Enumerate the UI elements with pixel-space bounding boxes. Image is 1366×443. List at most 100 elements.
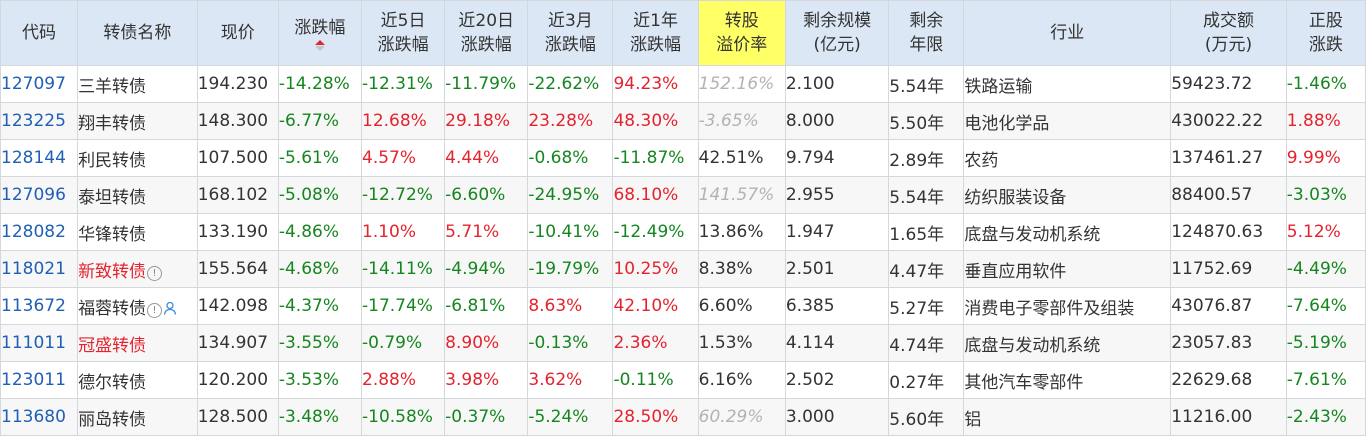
premium-cell: -3.65%	[697, 102, 786, 140]
industry-cell: 农药	[963, 139, 1172, 177]
chg5d-cell: -12.72%	[360, 176, 446, 214]
price-cell: 134.907	[196, 324, 279, 362]
bond-name-cell[interactable]: 丽岛转债	[77, 398, 198, 436]
bond-name-cell[interactable]: 利民转债	[77, 139, 198, 177]
chg20d-cell: 8.90%	[444, 324, 529, 362]
industry-cell: 底盘与发动机系统	[963, 213, 1172, 251]
chg20d-cell: 5.71%	[444, 213, 529, 251]
header-chg3m[interactable]: 近3月 涨跌幅	[527, 0, 614, 66]
remaining-years-cell: 4.47年	[888, 250, 965, 288]
stock-change-cell: 9.99%	[1285, 139, 1366, 177]
header-price[interactable]: 现价	[196, 0, 279, 66]
premium-cell: 1.53%	[697, 324, 786, 362]
chg5d-cell: -17.74%	[360, 287, 446, 325]
person-icon[interactable]	[163, 301, 177, 315]
bond-code-link[interactable]: 113672	[0, 287, 79, 325]
sort-arrows-icon[interactable]	[279, 40, 360, 51]
remaining-years-cell: 5.50年	[888, 102, 965, 140]
bond-name[interactable]: 丽岛转债	[78, 409, 147, 430]
chg20d-cell: 29.18%	[444, 102, 529, 140]
header-chg1y[interactable]: 近1年 涨跌幅	[612, 0, 699, 66]
bond-name[interactable]: 华锋转债	[78, 224, 147, 245]
bond-code-link[interactable]: 123011	[0, 361, 79, 399]
header-code[interactable]: 代码	[0, 0, 79, 66]
bond-name-cell[interactable]: 德尔转债	[77, 361, 198, 399]
table-row[interactable]: 123225 翔丰转债 148.300 -6.77% 12.68% 29.18% 23.28…	[0, 102, 1366, 140]
bond-code-link[interactable]: 118021	[0, 250, 79, 288]
table-row[interactable]: 128144 利民转债 107.500 -5.61% 4.57% 4.44% -0.68% -…	[0, 139, 1366, 177]
premium-cell: 8.38%	[697, 250, 786, 288]
premium-cell: 141.57%	[697, 176, 786, 214]
bond-name[interactable]: 新致转债	[78, 261, 147, 282]
header-industry[interactable]: 行业	[963, 0, 1172, 66]
change-cell: -5.61%	[277, 139, 363, 177]
info-icon[interactable]: !	[147, 302, 163, 318]
change-cell: -4.86%	[277, 213, 363, 251]
chg3m-cell: 23.28%	[527, 102, 614, 140]
bond-name-cell[interactable]: 冠盛转债	[77, 324, 198, 362]
chg1y-cell: -12.49%	[612, 213, 699, 251]
bond-name-cell[interactable]: 华锋转债	[77, 213, 198, 251]
chg3m-cell: -22.62%	[527, 65, 614, 103]
header-name[interactable]: 转债名称	[77, 0, 198, 66]
stock-change-cell: -4.49%	[1285, 250, 1366, 288]
volume-cell: 430022.22	[1170, 102, 1287, 140]
header-volume[interactable]: 成交额 (万元)	[1170, 0, 1287, 66]
chg3m-cell: -5.24%	[527, 398, 614, 436]
header-remaining-scale[interactable]: 剩余规模 (亿元)	[784, 0, 890, 66]
change-cell: -6.77%	[277, 102, 363, 140]
change-cell: -3.53%	[277, 361, 363, 399]
bond-code-link[interactable]: 127097	[0, 65, 79, 103]
header-chg5d[interactable]: 近5日 涨跌幅	[360, 0, 446, 66]
bond-name[interactable]: 冠盛转债	[78, 335, 147, 356]
table-row[interactable]: 127097 三羊转债 194.230 -14.28% -12.31% -11.79% -2…	[0, 65, 1366, 103]
info-icon[interactable]: !	[147, 265, 163, 281]
volume-cell: 11752.69	[1170, 250, 1287, 288]
header-chg20d[interactable]: 近20日 涨跌幅	[444, 0, 529, 66]
bond-name[interactable]: 三羊转债	[78, 76, 147, 97]
chg20d-cell: -4.94%	[444, 250, 529, 288]
bond-name[interactable]: 福蓉转债	[78, 298, 147, 319]
table-row[interactable]: 113672 福蓉转债! 142.098 -4.37% -17.74% -6.81% 8.6…	[0, 287, 1366, 325]
header-stock-change[interactable]: 正股 涨跌	[1285, 0, 1366, 66]
table-row[interactable]: 111011 冠盛转债 134.907 -3.55% -0.79% 8.90% -0.13%…	[0, 324, 1366, 362]
table-row[interactable]: 123011 德尔转债 120.200 -3.53% 2.88% 3.98% 3.62% -0…	[0, 361, 1366, 399]
chg20d-cell: 4.44%	[444, 139, 529, 177]
chg5d-cell: -10.58%	[360, 398, 446, 436]
table-row[interactable]: 118021 新致转债! 155.564 -4.68% -14.11% -4.94% -19…	[0, 250, 1366, 288]
bond-name-cell[interactable]: 福蓉转债!	[77, 287, 198, 325]
bond-code-link[interactable]: 123225	[0, 102, 79, 140]
table-row[interactable]: 128082 华锋转债 133.190 -4.86% 1.10% 5.71% -10.41%…	[0, 213, 1366, 251]
stock-change-cell: -7.61%	[1285, 361, 1366, 399]
bond-code-link[interactable]: 127096	[0, 176, 79, 214]
chg3m-cell: 3.62%	[527, 361, 614, 399]
industry-cell: 铝	[963, 398, 1172, 436]
industry-cell: 底盘与发动机系统	[963, 324, 1172, 362]
bond-name-cell[interactable]: 三羊转债	[77, 65, 198, 103]
bond-code-link[interactable]: 111011	[0, 324, 79, 362]
chg5d-cell: 2.88%	[360, 361, 446, 399]
premium-cell: 42.51%	[697, 139, 786, 177]
header-remaining-years[interactable]: 剩余 年限	[888, 0, 965, 66]
table-row[interactable]: 113680 丽岛转债 128.500 -3.48% -10.58% -0.37% -5.2…	[0, 398, 1366, 436]
bond-code-link[interactable]: 128144	[0, 139, 79, 177]
bond-name[interactable]: 泰坦转债	[78, 187, 147, 208]
bond-name[interactable]: 德尔转债	[78, 372, 147, 393]
stock-change-cell: -1.46%	[1285, 65, 1366, 103]
bond-name[interactable]: 利民转债	[78, 150, 147, 171]
bond-code-link[interactable]: 113680	[0, 398, 79, 436]
header-change[interactable]: 涨跌幅	[277, 0, 363, 66]
bond-name[interactable]: 翔丰转债	[78, 113, 147, 134]
bond-name-cell[interactable]: 翔丰转债	[77, 102, 198, 140]
bond-code-link[interactable]: 128082	[0, 213, 79, 251]
chg1y-cell: 94.23%	[612, 65, 699, 103]
price-cell: 155.564	[196, 250, 279, 288]
chg1y-cell: 28.50%	[612, 398, 699, 436]
stock-change-cell: -3.03%	[1285, 176, 1366, 214]
industry-cell: 电池化学品	[963, 102, 1172, 140]
table-row[interactable]: 127096 泰坦转债 168.102 -5.08% -12.72% -6.60% -24.…	[0, 176, 1366, 214]
bond-name-cell[interactable]: 新致转债!	[77, 250, 198, 288]
bond-name-cell[interactable]: 泰坦转债	[77, 176, 198, 214]
header-premium[interactable]: 转股 溢价率	[697, 0, 786, 66]
